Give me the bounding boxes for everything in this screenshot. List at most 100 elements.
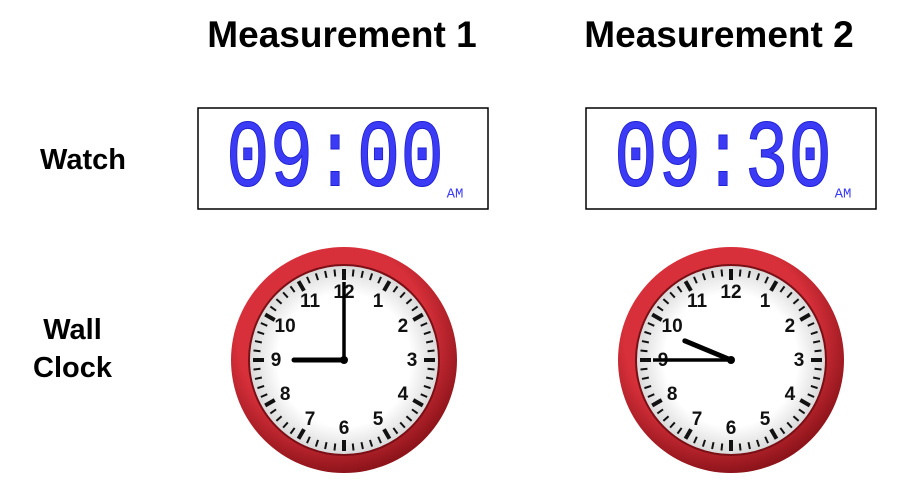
clock-numeral: 8: [667, 384, 678, 405]
hour-hand: [682, 338, 734, 363]
clock-tick: [814, 367, 822, 371]
clock-tick: [399, 421, 406, 429]
clock-tick: [412, 312, 424, 322]
clock-tick: [257, 330, 265, 335]
clock-tick: [799, 398, 811, 408]
clock-tick: [351, 443, 355, 451]
clock-tick: [333, 443, 337, 451]
clock-tick: [656, 305, 664, 312]
clock-tick: [420, 393, 428, 398]
clock-tick: [264, 398, 276, 408]
clock-tick: [711, 441, 715, 450]
clock-numeral: 3: [794, 350, 805, 371]
clock-tick: [360, 441, 364, 450]
clock-tick: [641, 376, 650, 380]
clock-tick: [382, 428, 392, 440]
clock-tick: [640, 367, 648, 371]
clock-tick: [289, 427, 296, 435]
clock-tick: [314, 439, 319, 447]
clock-tick: [425, 376, 434, 380]
clock-tick: [314, 273, 319, 281]
clock-tick: [260, 322, 268, 327]
clock-tick: [769, 280, 779, 292]
clock-tick: [651, 312, 663, 322]
clock-tick: [669, 421, 676, 429]
clock-tick: [669, 291, 676, 299]
clock-tick: [269, 305, 277, 312]
clock-tick: [756, 439, 761, 447]
clock-tick: [647, 322, 655, 327]
clock-tick: [423, 385, 431, 390]
clock-tick: [260, 393, 268, 398]
watch-period: AM: [447, 187, 464, 203]
clock-tick: [411, 305, 419, 312]
clock-tick: [282, 421, 289, 429]
clock-tick: [651, 398, 663, 408]
clock-numeral: 10: [662, 316, 683, 337]
clock-numeral: 6: [726, 418, 737, 439]
clock-tick: [644, 385, 652, 390]
clock-tick: [377, 436, 382, 444]
clock-tick: [296, 428, 306, 440]
clock-tick: [412, 398, 424, 408]
watch-time: 09:00: [226, 105, 444, 214]
clock-numeral: 1: [373, 291, 384, 312]
clock-pin: [727, 356, 735, 364]
watch-time: 09:30: [614, 105, 832, 214]
clock-tick: [254, 376, 263, 380]
clock-tick: [807, 322, 815, 327]
clock-tick: [369, 439, 374, 447]
clock-tick: [264, 312, 276, 322]
clock-tick: [693, 436, 698, 444]
clock-tick: [254, 340, 263, 344]
clock-tick: [676, 427, 683, 435]
clock-tick: [798, 408, 806, 415]
clock-tick: [810, 385, 818, 390]
clock-tick: [640, 349, 648, 353]
clock-numeral: 8: [280, 384, 291, 405]
clock-numeral: 2: [785, 316, 796, 337]
clock-tick: [792, 298, 800, 305]
clock-tick: [810, 330, 818, 335]
column-header: Measurement 2: [584, 14, 854, 55]
clock-tick: [382, 280, 392, 292]
clock-numeral: 10: [275, 316, 296, 337]
clock-numeral: 5: [373, 409, 384, 430]
clock-tick: [369, 273, 374, 281]
clock-tick: [769, 428, 779, 440]
clock-tick: [425, 340, 434, 344]
clock-numeral: 7: [692, 409, 703, 430]
clock-tick: [812, 376, 821, 380]
clock-tick: [644, 330, 652, 335]
clock-numeral: 7: [305, 409, 316, 430]
clock-pin: [340, 356, 348, 364]
clock-tick: [701, 273, 706, 281]
clock-tick: [701, 439, 706, 447]
clock-tick: [792, 415, 800, 422]
clock-tick: [798, 305, 806, 312]
clock-numeral: 4: [398, 384, 409, 405]
clock-tick: [662, 298, 670, 305]
clock-tick: [747, 270, 751, 279]
clock-tick: [747, 441, 751, 450]
clock-numeral: 3: [407, 350, 418, 371]
clock-tick: [324, 270, 328, 279]
clock-numeral: 6: [339, 418, 350, 439]
clock-tick: [779, 427, 786, 435]
row-label: Watch: [40, 144, 126, 176]
clock-tick: [427, 349, 435, 353]
clock-tick: [253, 349, 261, 353]
clock-tick: [324, 441, 328, 450]
clock-tick: [282, 291, 289, 299]
clock-tick: [289, 285, 296, 293]
clock-tick: [405, 298, 413, 305]
row-label: Wall Clock: [33, 314, 112, 384]
clock-tick: [253, 367, 261, 371]
clock-tick: [399, 291, 406, 299]
clock-tick: [764, 436, 769, 444]
clock-tick: [275, 415, 283, 422]
clock-tick: [351, 269, 355, 277]
clock-numeral: 2: [398, 316, 409, 337]
clock-tick: [683, 280, 693, 292]
